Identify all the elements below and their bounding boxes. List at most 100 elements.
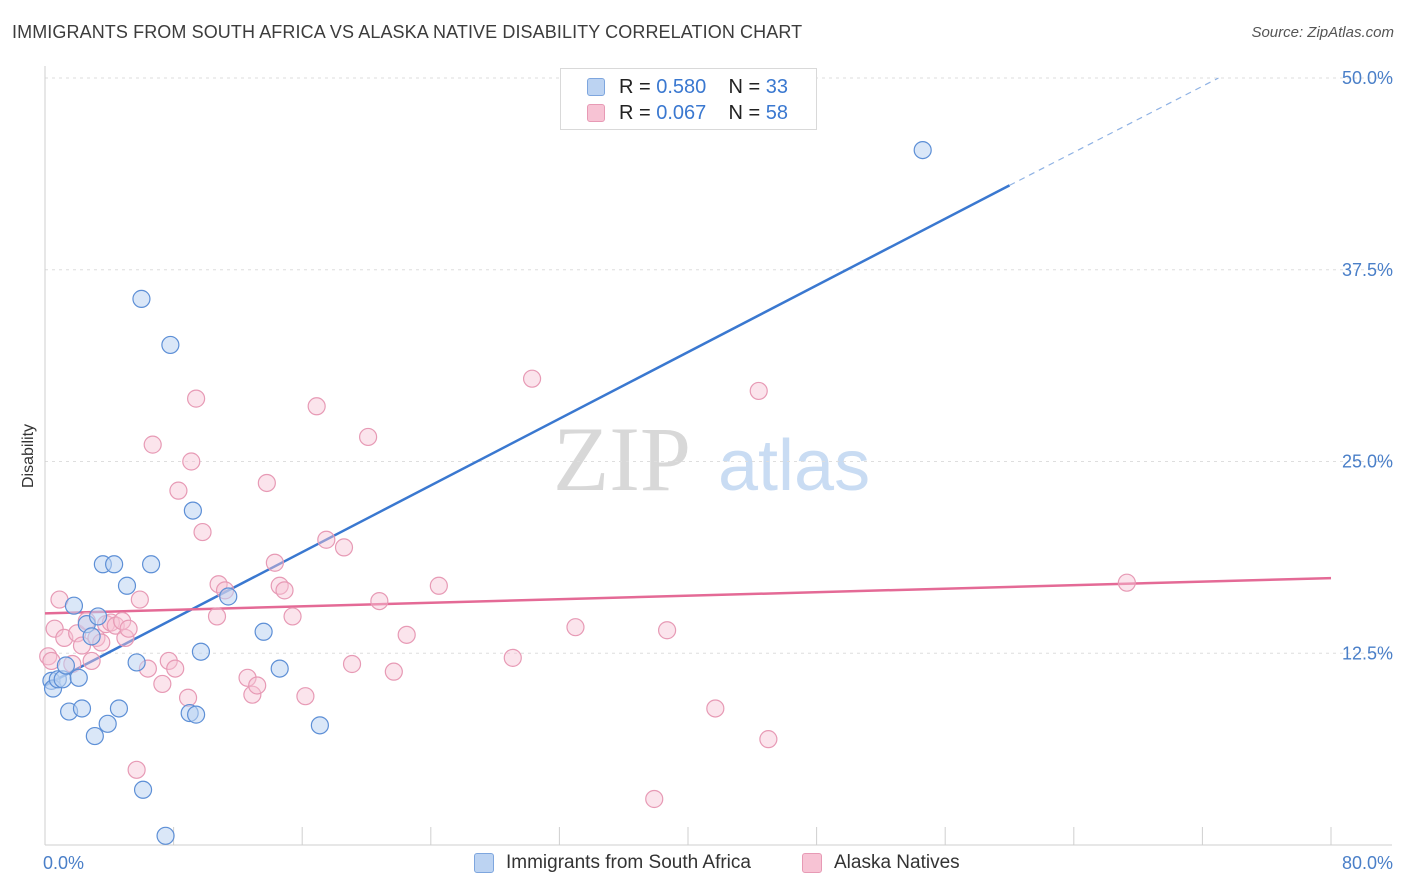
axes [44, 66, 1392, 846]
n-label: N = [728, 76, 766, 98]
y-axis-label: Disability [20, 424, 37, 488]
point-alaska-native [759, 730, 778, 749]
point-south-africa [219, 587, 238, 606]
y-tick-label: 37.5% [1342, 260, 1393, 280]
point-south-africa [161, 335, 180, 355]
watermark: ZIP atlas [553, 408, 870, 510]
point-south-africa [141, 555, 161, 574]
point-alaska-native [166, 659, 185, 678]
point-alaska-native [503, 648, 522, 667]
trendlines [44, 77, 1332, 687]
point-alaska-native [257, 473, 276, 493]
point-alaska-native [334, 538, 354, 557]
point-alaska-native [45, 619, 64, 638]
point-alaska-native [248, 676, 267, 695]
point-alaska-native [187, 389, 206, 408]
point-alaska-native [130, 590, 149, 609]
point-south-africa [117, 576, 137, 595]
correlation-legend: R = 0.580 N = 33 R = 0.067 N = 58 [560, 68, 817, 130]
point-south-africa [191, 642, 211, 661]
point-alaska-native [283, 607, 302, 626]
point-south-africa [132, 289, 151, 308]
point-south-africa [270, 659, 289, 678]
blue-swatch [474, 853, 494, 873]
point-south-africa [133, 780, 153, 799]
point-alaska-native [182, 452, 201, 471]
point-alaska-native [265, 553, 284, 572]
point-south-africa [187, 705, 206, 724]
point-alaska-native [82, 651, 101, 671]
pink-swatch [587, 104, 605, 122]
point-south-africa [156, 826, 175, 845]
point-south-africa [82, 627, 101, 646]
point-south-africa [56, 656, 75, 675]
data-points [39, 140, 1136, 845]
r-value: 0.067 [656, 102, 707, 124]
n-value: 58 [765, 102, 789, 124]
point-alaska-native [119, 619, 138, 638]
series-legend: Immigrants from South Africa Alaska Nati… [0, 852, 1406, 878]
y-tick-label: 25.0% [1342, 452, 1393, 472]
x-tick-label: 0.0% [43, 853, 84, 873]
point-alaska-native [397, 625, 416, 644]
y-tick-labels: 12.5% 25.0% 37.5% 50.0% [1342, 68, 1393, 663]
point-alaska-native [193, 522, 212, 542]
n-value: 33 [765, 76, 789, 98]
blue-swatch [587, 78, 605, 96]
x-tick-label: 80.0% [1342, 853, 1393, 873]
trendline-extension [1009, 77, 1219, 186]
point-alaska-native [429, 576, 448, 595]
chart-title: IMMIGRANTS FROM SOUTH AFRICA VS ALASKA N… [12, 22, 803, 42]
point-alaska-native [384, 662, 403, 681]
point-south-africa [913, 140, 932, 160]
point-alaska-native [127, 760, 146, 779]
pink-swatch [802, 853, 822, 873]
point-alaska-native [243, 685, 262, 704]
gridlines [45, 77, 1392, 654]
point-alaska-native [749, 381, 768, 401]
point-south-africa [254, 622, 273, 641]
point-alaska-native [143, 435, 162, 454]
point-alaska-native [153, 674, 172, 694]
point-alaska-native [178, 688, 198, 707]
y-tick-label: 12.5% [1342, 643, 1393, 663]
point-south-africa [88, 607, 108, 626]
point-alaska-native [296, 687, 315, 706]
point-alaska-native [359, 427, 378, 447]
watermark-atlas: atlas [718, 426, 870, 506]
trendline-alaska-natives [44, 576, 1332, 615]
point-alaska-native [342, 654, 362, 674]
point-alaska-native [207, 607, 227, 626]
point-south-africa [72, 699, 92, 718]
point-south-africa [109, 699, 129, 718]
source-label: Source: ZipAtlas.com [1251, 24, 1394, 41]
point-alaska-native [566, 618, 585, 637]
point-alaska-native [658, 621, 677, 640]
point-alaska-native [706, 699, 725, 718]
point-alaska-native [317, 530, 336, 549]
point-alaska-native [1117, 573, 1136, 592]
point-south-africa [310, 716, 329, 735]
point-south-africa [127, 653, 146, 672]
point-alaska-native [522, 369, 542, 388]
r-label: R = [619, 76, 657, 98]
x-tick-labels: 0.0% 80.0% [43, 853, 1393, 873]
point-south-africa [105, 555, 124, 574]
r-value: 0.580 [656, 76, 707, 98]
r-label: R = [619, 102, 657, 124]
legend-label: Alaska Natives [834, 852, 960, 873]
point-south-africa [64, 596, 84, 615]
point-alaska-native [370, 591, 389, 611]
legend-label: Immigrants from South Africa [506, 852, 751, 873]
y-tick-label: 50.0% [1342, 68, 1393, 88]
point-alaska-native [645, 789, 664, 809]
point-south-africa [69, 668, 88, 687]
point-alaska-native [169, 481, 188, 500]
n-label: N = [728, 102, 766, 124]
point-alaska-native [238, 668, 257, 687]
point-alaska-native [275, 581, 294, 600]
point-south-africa [183, 501, 202, 520]
point-south-africa [85, 726, 104, 746]
watermark-zip: ZIP [553, 408, 691, 510]
